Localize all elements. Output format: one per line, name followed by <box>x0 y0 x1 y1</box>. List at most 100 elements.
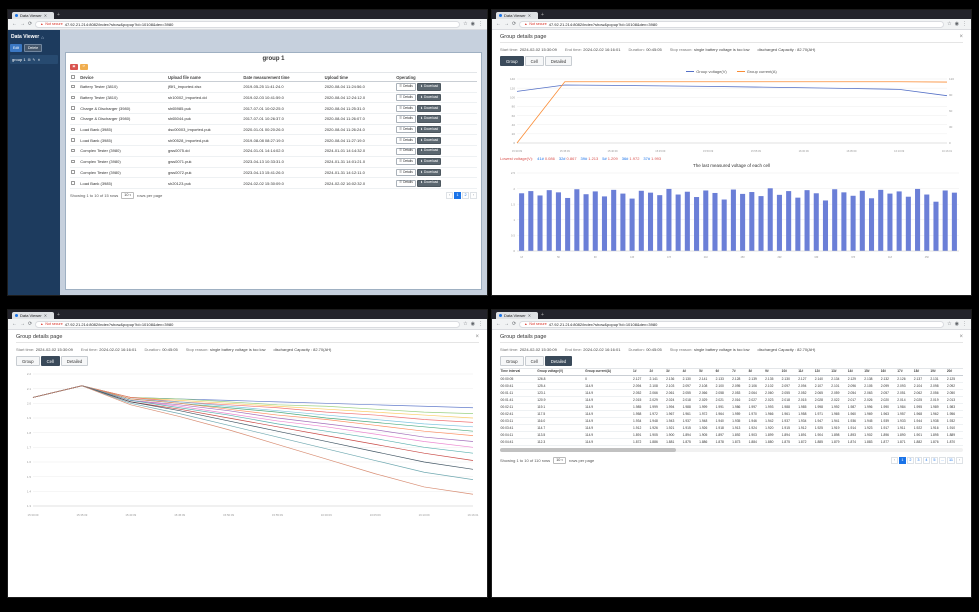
back-icon[interactable]: ← <box>496 320 501 327</box>
row-checkbox[interactable] <box>71 138 75 142</box>
tab-group[interactable]: Group <box>500 356 524 366</box>
page-button[interactable]: 4 <box>922 456 930 464</box>
bookmark-icon[interactable]: ☆ <box>947 20 952 27</box>
table-row[interactable]: Battery Tester (3810) jf5f1_imported.xlsx… <box>70 81 477 93</box>
page-size-select[interactable]: 10 ▾ <box>553 456 566 464</box>
refresh-table-button[interactable]: ⟳ <box>80 64 88 70</box>
back-icon[interactable]: ← <box>12 20 17 27</box>
row-checkbox[interactable] <box>71 148 75 153</box>
new-tab-icon[interactable]: + <box>57 312 60 318</box>
download-button[interactable]: ⬇ Download <box>417 179 442 187</box>
profile-icon[interactable]: ◉ <box>470 20 475 27</box>
download-button[interactable]: ⬇ Download <box>417 147 442 155</box>
table-row[interactable]: Charge & Discharger (3980) sh65044.puk 201… <box>70 113 477 125</box>
sidebar-group-item[interactable]: group 1 ⊞ ✎ ✕ <box>10 55 58 65</box>
profile-icon[interactable]: ◉ <box>954 20 959 27</box>
address-bar[interactable]: ▲ Not secure 47.92.21.214:8082/index?sho… <box>519 320 945 328</box>
group-delete-icon[interactable]: ✕ <box>37 57 41 62</box>
group-edit-icon[interactable]: ✎ <box>32 57 36 62</box>
address-bar[interactable]: ▲ Not secure 47.92.21.214:8082/index?sho… <box>519 20 945 28</box>
page-button[interactable]: 11 <box>947 456 955 464</box>
download-button[interactable]: ⬇ Download <box>417 104 442 112</box>
page-size-select[interactable]: 10 ▾ <box>121 191 135 199</box>
refresh-icon[interactable]: ⟳ <box>512 20 517 27</box>
table-row[interactable]: Complex Tester (3980) gws0072.puk 2023-04-… <box>70 167 477 179</box>
download-button[interactable]: ⬇ Download <box>417 83 442 91</box>
details-button[interactable]: ☰ Details <box>396 94 416 102</box>
close-icon[interactable]: × <box>959 334 963 340</box>
close-icon[interactable]: × <box>475 334 479 340</box>
forward-icon[interactable]: → <box>20 320 25 327</box>
menu-icon[interactable]: ⋮ <box>962 20 967 27</box>
browser-tab[interactable]: Data Viewer ✕ <box>496 312 538 319</box>
close-icon[interactable]: × <box>959 34 963 40</box>
tab-group[interactable]: Group <box>16 356 40 366</box>
table-row[interactable]: Load Bank (3985) dsc00003_imported.puk 202… <box>70 124 477 136</box>
tab-detailed[interactable]: Detailed <box>60 356 89 366</box>
row-checkbox[interactable] <box>71 116 75 121</box>
row-checkbox[interactable] <box>71 181 75 185</box>
address-bar[interactable]: ▲ Not secure 47.92.21.214:8082/index?sho… <box>35 320 461 328</box>
table-row[interactable]: Load Bank (3985) sh00528_imported.puk 2019… <box>70 134 477 147</box>
tab-close-icon[interactable]: ✕ <box>527 13 532 18</box>
table-row[interactable]: Load Bank (3985) sh20123.puk 2024-02-02 15… <box>70 177 477 189</box>
browser-tab[interactable]: Data Viewer ✕ <box>496 12 538 19</box>
table-row[interactable]: Battery Tester (3810) sh10002_imported.dd… <box>70 92 477 104</box>
menu-icon[interactable]: ⋮ <box>478 20 483 27</box>
refresh-icon[interactable]: ⟳ <box>28 20 33 27</box>
menu-icon[interactable]: ⋮ <box>962 320 967 327</box>
forward-icon[interactable]: → <box>504 320 509 327</box>
details-button[interactable]: ☰ Details <box>396 147 416 155</box>
row-checkbox[interactable] <box>71 106 75 110</box>
browser-tab[interactable]: Data Viewer ✕ <box>12 312 54 319</box>
address-bar[interactable]: ▲ Not secure 47.92.21.214:8082/index?sho… <box>35 20 461 28</box>
horizontal-scrollbar[interactable] <box>500 447 963 452</box>
download-button[interactable]: ⬇ Download <box>417 94 442 102</box>
table-row[interactable]: Complex Tester (3980) gws0075.dd 2024-01-0… <box>70 145 477 157</box>
home-icon[interactable]: ⌂ <box>41 34 44 40</box>
download-button[interactable]: ⬇ Download <box>417 126 442 134</box>
delete-selected-button[interactable]: ▣ <box>70 64 78 70</box>
menu-icon[interactable]: ⋮ <box>478 320 483 327</box>
details-button[interactable]: ☰ Details <box>396 104 416 112</box>
details-button[interactable]: ☰ Details <box>396 115 416 123</box>
page-button[interactable]: 5 <box>930 456 938 464</box>
details-button[interactable]: ☰ Details <box>396 136 416 144</box>
row-checkbox[interactable] <box>71 159 75 164</box>
browser-tab[interactable]: Data Viewer ✕ <box>12 12 54 19</box>
back-icon[interactable]: ← <box>12 320 17 327</box>
select-all-checkbox[interactable] <box>71 75 75 79</box>
download-button[interactable]: ⬇ Download <box>417 136 442 144</box>
row-checkbox[interactable] <box>71 127 75 132</box>
table-row[interactable]: Charge & Discharger (3980) sh65985.puk 201… <box>70 102 477 115</box>
sidebar-delete-button[interactable]: Delete <box>24 44 43 53</box>
sidebar-edit-button[interactable]: Edit <box>10 44 23 53</box>
tab-group[interactable]: Group <box>500 56 524 66</box>
bookmark-icon[interactable]: ☆ <box>463 320 468 327</box>
details-button[interactable]: ☰ Details <box>396 158 416 166</box>
download-button[interactable]: ⬇ Download <box>417 158 442 166</box>
scrollbar-thumb[interactable] <box>500 447 676 452</box>
next-page-button[interactable]: › <box>470 191 477 199</box>
row-checkbox[interactable] <box>71 84 75 89</box>
back-icon[interactable]: ← <box>496 20 501 27</box>
page-button[interactable]: ... <box>938 456 947 464</box>
tab-close-icon[interactable]: ✕ <box>43 13 48 18</box>
new-tab-icon[interactable]: + <box>57 12 60 18</box>
tab-cell[interactable]: Cell <box>524 56 544 66</box>
prev-page-button[interactable]: ‹ <box>446 191 453 199</box>
tab-detailed[interactable]: Detailed <box>544 356 573 366</box>
group-add-icon[interactable]: ⊞ <box>27 57 31 62</box>
page-button[interactable]: 1 <box>898 456 906 464</box>
bookmark-icon[interactable]: ☆ <box>947 320 952 327</box>
tab-detailed[interactable]: Detailed <box>544 56 573 66</box>
page-button[interactable]: 2 <box>462 191 469 199</box>
row-checkbox[interactable] <box>71 170 75 174</box>
download-button[interactable]: ⬇ Download <box>417 168 442 176</box>
download-button[interactable]: ⬇ Download <box>417 115 442 123</box>
profile-icon[interactable]: ◉ <box>954 320 959 327</box>
profile-icon[interactable]: ◉ <box>470 320 475 327</box>
tab-cell[interactable]: Cell <box>40 356 60 366</box>
row-checkbox[interactable] <box>71 95 75 100</box>
prev-page-button[interactable]: ‹ <box>890 456 898 464</box>
